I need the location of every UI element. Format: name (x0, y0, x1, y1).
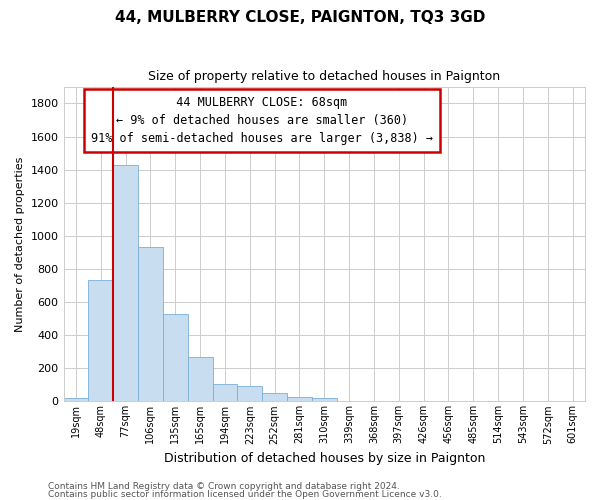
X-axis label: Distribution of detached houses by size in Paignton: Distribution of detached houses by size … (164, 452, 485, 465)
Bar (138, 246, 163, 402)
Bar (238, 386, 262, 402)
Bar (64, 398, 88, 402)
Bar (88, 280, 113, 402)
Bar (337, 400, 362, 402)
Bar (212, 384, 238, 402)
Bar (312, 398, 337, 402)
Bar (287, 397, 312, 402)
Bar (163, 314, 188, 402)
Title: Size of property relative to detached houses in Paignton: Size of property relative to detached ho… (148, 70, 500, 83)
Y-axis label: Number of detached properties: Number of detached properties (15, 156, 25, 332)
Bar (262, 393, 287, 402)
Text: 44 MULBERRY CLOSE: 68sqm  
← 9% of detached houses are smaller (360)
91% of semi: 44 MULBERRY CLOSE: 68sqm ← 9% of detache… (91, 96, 433, 146)
Text: 44, MULBERRY CLOSE, PAIGNTON, TQ3 3GD: 44, MULBERRY CLOSE, PAIGNTON, TQ3 3GD (115, 10, 485, 25)
Bar (113, 164, 138, 402)
Bar (188, 356, 212, 402)
Text: Contains HM Land Registry data © Crown copyright and database right 2024.: Contains HM Land Registry data © Crown c… (48, 482, 400, 491)
Text: Contains public sector information licensed under the Open Government Licence v3: Contains public sector information licen… (48, 490, 442, 499)
